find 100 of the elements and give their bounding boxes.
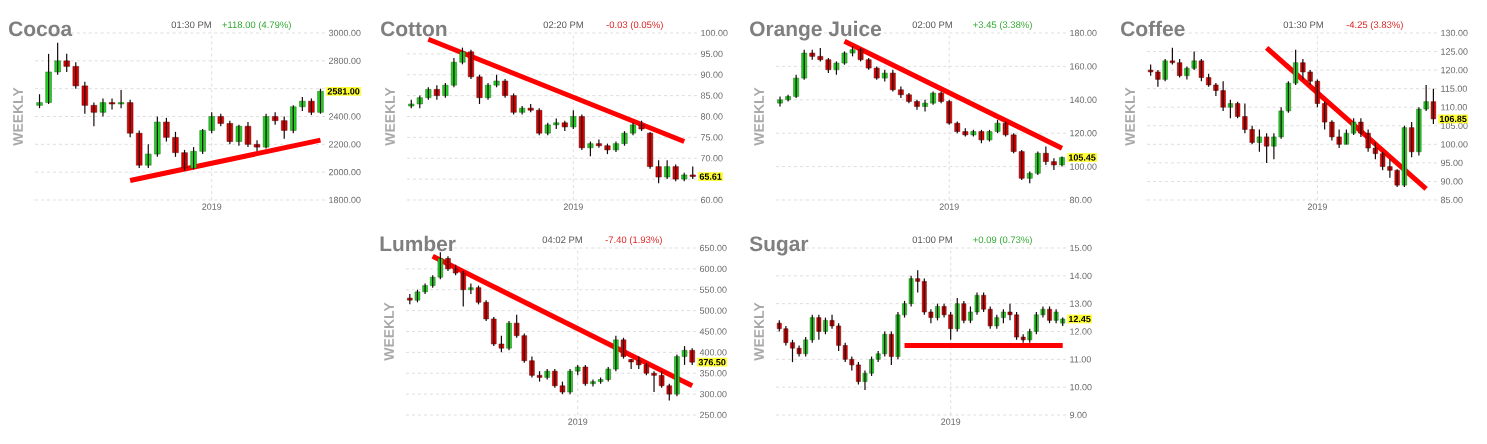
y-axis-title: WEEKLY [1125,87,1135,146]
text: 04:02 PM [542,236,582,244]
y-tick-label: 95.00 [700,50,723,58]
y-tick-label: 115.00 [1441,85,1467,92]
y-tick-label: 300.00 [699,390,727,398]
candlestick [801,49,808,81]
y-tick-label: 15.00 [1070,244,1092,252]
y-axis-title: WEEKLY [13,87,23,146]
candlestick [476,74,483,105]
candlestick [620,337,627,360]
candlestick [54,42,61,76]
x-tick-label: 2019 [568,418,588,425]
chart-title: Lumber [380,235,456,252]
chart-title: Coffee [1121,20,1185,37]
text: 01:30 PM [171,21,211,29]
candlestick [570,109,577,130]
y-tick-label: 80.00 [1069,196,1092,204]
y-tick-label: 90.00 [1440,178,1463,185]
text: 01:00 PM [912,236,952,244]
y-tick-label: 110.00 [1441,104,1467,111]
y-tick-label: 80.00 [700,113,723,120]
y-tick-label: 14.00 [1070,272,1092,280]
y-tick-label: 140.00 [1070,96,1097,103]
y-tick-label: 550.00 [699,286,727,293]
text: -0.03 (0.05%) [606,21,663,30]
text: 02:00 PM [912,21,952,29]
candlestick [45,53,52,105]
y-tick-label: 650.00 [699,244,727,252]
candlestick [1430,88,1436,125]
candlestick [281,115,288,140]
y-tick-label: 2800.00 [328,57,361,65]
x-tick-label: 2019 [939,203,959,210]
candlestick [208,111,215,134]
text: -4.25 (3.83%) [1346,21,1403,30]
y-tick-label: 250.00 [699,411,727,419]
y-tick-label: 85.00 [1440,196,1463,204]
y-tick-label: 450.00 [699,328,727,335]
candlestick [290,104,297,134]
candlestick [628,358,634,370]
y-tick-label: 1800.00 [329,196,361,204]
candlestick [922,99,928,113]
candlestick [163,117,170,143]
y-tick-label: 125.00 [1441,48,1468,55]
y-tick-label: 11.00 [1070,356,1091,363]
y-tick-label: 600.00 [699,265,727,273]
chart-title: Cotton [381,21,447,37]
x-tick-label: 2019 [1307,203,1327,210]
y-tick-label: 9.00 [1069,411,1087,419]
text: 01:30 PM [1283,21,1323,29]
y-tick-label: 120.00 [1070,130,1097,137]
y-tick-label: 500.00 [699,307,727,314]
candlestick [1051,157,1057,171]
y-tick-label: 100.00 [701,29,728,37]
y-tick-label: 100.00 [1441,141,1468,148]
text: +0.09 (0.73%) [973,236,1032,245]
y-tick-label: 10.00 [1070,383,1092,391]
y-axis-title: WEEKLY [385,87,395,146]
y-tick-label: 12.00 [1070,328,1092,335]
candlestick [1409,121,1415,158]
y-tick-label: 90.00 [700,71,723,78]
candlestick [72,61,79,90]
candlestick [154,115,161,158]
text: -7.40 (1.93%) [605,236,662,245]
text: 376.50 [698,359,726,366]
candlestick [145,143,152,169]
x-tick-label: 2019 [202,203,222,210]
y-tick-label: 105.00 [1441,122,1468,129]
candlestick [127,99,134,138]
y-tick-label: 130.00 [1441,29,1468,37]
y-tick-label: 95.00 [1440,159,1463,167]
text: 105.45 [1068,154,1096,161]
text: 106.85 [1439,115,1467,123]
candlestick [1034,150,1041,176]
candlestick [777,95,783,108]
candlestick [1198,58,1204,82]
candlestick [1256,128,1262,153]
chart-title: Orange Juice [750,20,882,41]
candlestick [317,88,324,115]
candlestick [1227,99,1233,119]
candlestick [108,97,116,111]
y-tick-label: 100.00 [1070,163,1097,170]
x-tick-label: 2019 [563,203,583,210]
candlestick [582,364,589,387]
candlestick [1264,132,1270,164]
y-tick-label: 2000.00 [328,168,361,176]
candlestick [536,107,543,136]
candlestick [1177,58,1183,79]
candlestick [226,120,233,145]
x-tick-label: 2019 [941,418,961,425]
y-tick-label: 120.00 [1441,66,1468,74]
candlestick [962,127,969,138]
candlestick [136,129,143,169]
candlestick [1293,49,1299,86]
y-tick-label: 180.00 [1070,29,1097,37]
y-tick-label: 3000.00 [328,29,361,37]
candlestick [510,92,517,116]
chart-title: Sugar [749,236,809,256]
y-tick-label: 13.00 [1070,300,1092,307]
y-tick-label: 160.00 [1070,63,1097,70]
candlestick [117,89,125,109]
